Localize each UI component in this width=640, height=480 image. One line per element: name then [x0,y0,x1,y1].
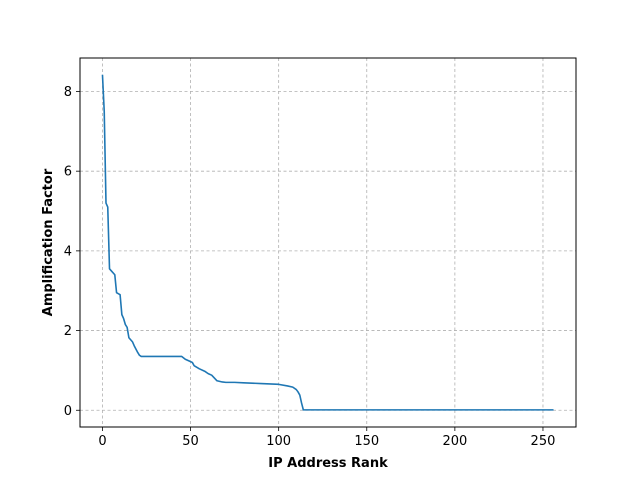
y-tick-label: 8 [64,85,72,100]
y-tick-label: 0 [64,404,72,419]
series-line [101,74,554,411]
x-tick-label: 100 [266,434,291,449]
y-axis-label: Amplification Factor [41,168,56,316]
y-tick-label: 6 [64,165,72,180]
x-tick-label: 150 [354,434,379,449]
x-axis-label: IP Address Rank [268,456,388,471]
x-tick-label: 250 [531,434,556,449]
series-layer [101,74,554,411]
x-tick-label: 200 [442,434,467,449]
y-tick-label: 2 [64,324,72,339]
y-tick-label: 4 [64,244,72,259]
x-tick-label: 0 [98,434,106,449]
axis-ticks: 0 50 100 150 200 250 0 2 4 6 8 [64,85,556,449]
grid-lines [80,58,576,427]
x-tick-label: 50 [182,434,199,449]
plot-frame [79,57,577,428]
